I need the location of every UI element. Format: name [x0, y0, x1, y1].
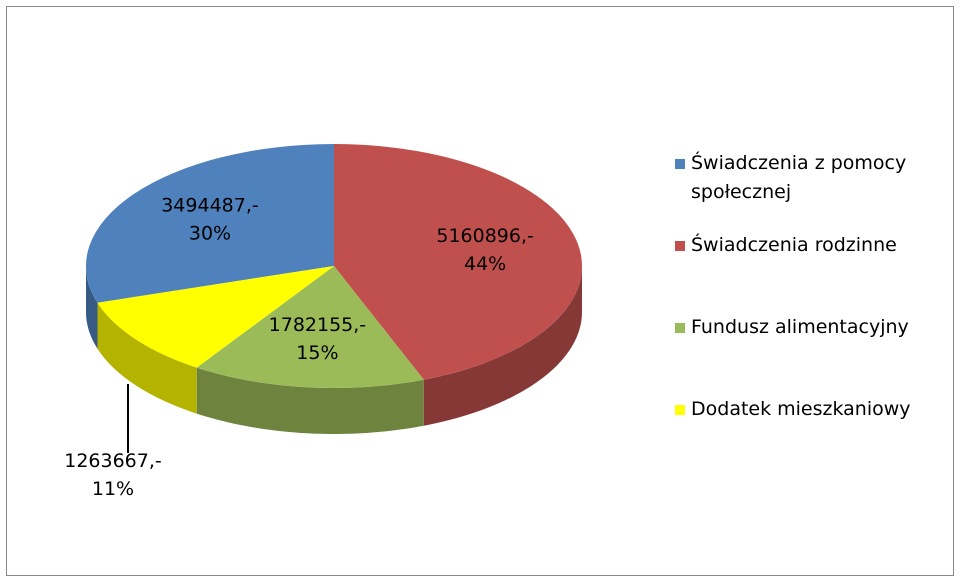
legend-label: Świadczenia rodzinne — [691, 234, 897, 256]
data-label: 15% — [296, 342, 338, 364]
data-label: 5160896,- — [436, 225, 534, 247]
legend-swatch — [675, 159, 685, 169]
legend-label: Dodatek mieszkaniowy — [691, 398, 911, 420]
chart-frame: 3494487,- 30% 5160896,- 44% 1782155,- 15% 1263… — [6, 6, 954, 576]
data-label: 30% — [189, 222, 231, 244]
slice — [97, 266, 334, 368]
legend-swatch — [675, 323, 685, 333]
slice-side — [423, 266, 582, 426]
legend-item: Dodatek mieszkaniowy — [675, 395, 941, 424]
legend-item: Świadczenia rodzinne — [675, 231, 941, 260]
slice — [196, 266, 424, 388]
slice — [334, 144, 582, 380]
legend-swatch — [675, 405, 685, 415]
data-label: 3494487,- — [161, 194, 259, 216]
legend-swatch — [675, 241, 685, 251]
data-label: 1263667,- — [64, 450, 162, 472]
slice-side — [196, 367, 424, 434]
legend-label: Fundusz alimentacyjny — [691, 316, 909, 338]
slice — [86, 144, 334, 303]
data-label: 11% — [92, 478, 134, 500]
legend-label: Świadczenia z pomocy społecznej — [691, 152, 907, 203]
slice-side — [97, 302, 197, 414]
data-label: 44% — [464, 253, 506, 275]
legend-item: Świadczenia z pomocy społecznej — [675, 149, 941, 207]
data-label: 1782155,- — [269, 314, 367, 336]
legend-item: Fundusz alimentacyjny — [675, 313, 941, 342]
chart: 3494487,- 30% 5160896,- 44% 1782155,- 15% 1263… — [64, 144, 582, 500]
slice-side — [86, 266, 98, 349]
